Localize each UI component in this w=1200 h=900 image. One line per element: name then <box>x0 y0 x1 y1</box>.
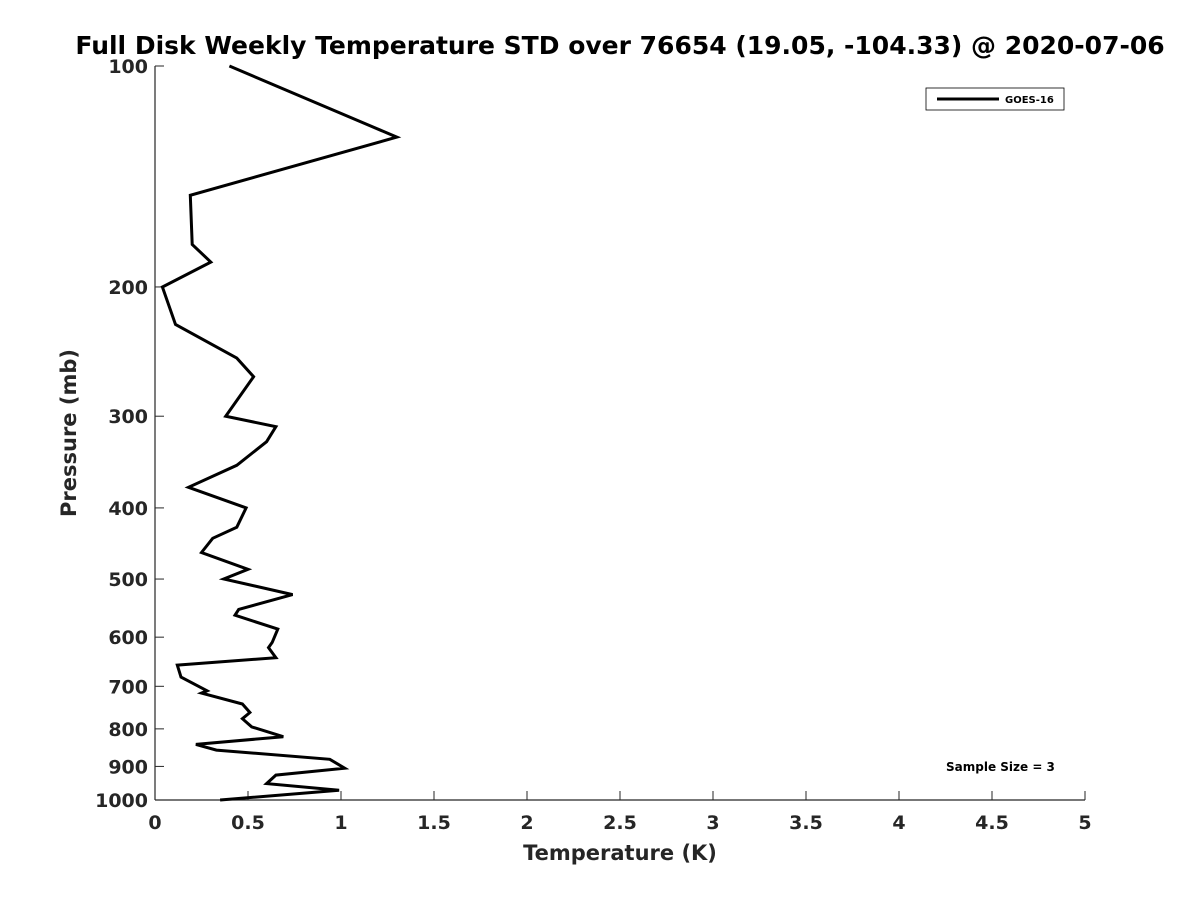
legend: GOES-16 <box>925 87 1065 111</box>
sample-size-annotation: Sample Size = 3 <box>946 760 1055 774</box>
x-tick-label: 1 <box>334 812 347 834</box>
x-tick-label: 0 <box>148 812 161 834</box>
y-tick-label: 400 <box>108 498 148 520</box>
legend-label: GOES-16 <box>1005 95 1054 106</box>
x-tick-label: 0.5 <box>231 812 265 834</box>
x-tick-label: 2.5 <box>603 812 637 834</box>
y-tick-label: 1000 <box>95 790 148 812</box>
x-tick-label: 3 <box>706 812 719 834</box>
series-line-goes-16 <box>160 64 402 802</box>
x-tick-label: 4.5 <box>975 812 1009 834</box>
chart-title: Full Disk Weekly Temperature STD over 76… <box>75 31 1164 60</box>
x-tick-label: 5 <box>1078 812 1091 834</box>
y-tick-label: 100 <box>108 56 148 78</box>
y-tick-label: 300 <box>108 406 148 428</box>
y-ticks: 100 200 300 400 500 600 700 800 900 1000 <box>95 56 164 812</box>
y-axis-label: Pressure (mb) <box>57 349 81 517</box>
x-tick-label: 1.5 <box>417 812 451 834</box>
axes <box>154 66 1085 801</box>
y-tick-label: 600 <box>108 627 148 649</box>
y-tick-label: 500 <box>108 569 148 591</box>
y-tick-label: 200 <box>108 277 148 299</box>
y-tick-label: 700 <box>108 676 148 698</box>
x-tick-label: 4 <box>892 812 905 834</box>
x-tick-label: 3.5 <box>789 812 823 834</box>
y-tick-label: 800 <box>108 719 148 741</box>
x-tick-label: 2 <box>520 812 533 834</box>
y-tick-label: 900 <box>108 756 148 778</box>
x-ticks: 0 0.5 1 1.5 2 2.5 3 3.5 4 4.5 5 <box>148 791 1092 834</box>
x-axis-label: Temperature (K) <box>523 841 717 865</box>
